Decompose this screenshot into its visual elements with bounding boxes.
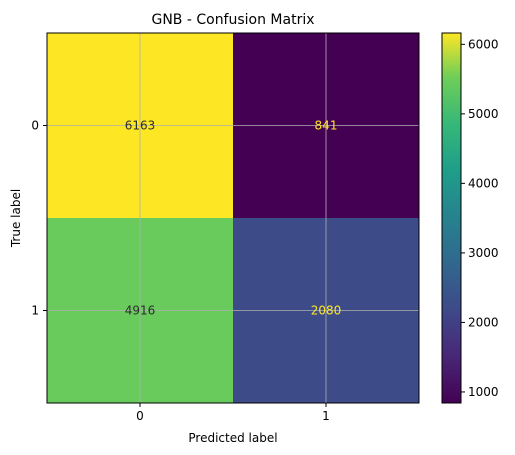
colorbar-tick-label-2: 3000 bbox=[468, 246, 499, 260]
cell-label-0-0: 6163 bbox=[125, 119, 156, 133]
y-tick-label-1: 1 bbox=[31, 304, 39, 318]
colorbar-tick-label-1: 2000 bbox=[468, 315, 499, 329]
colorbar-ticks: 1000 2000 3000 4000 5000 6000 bbox=[461, 37, 499, 399]
matrix-cells bbox=[47, 33, 419, 403]
x-axis-label: Predicted label bbox=[188, 431, 277, 445]
colorbar-tick-label-3: 4000 bbox=[468, 176, 499, 190]
cell-label-1-0: 4916 bbox=[125, 304, 156, 318]
colorbar bbox=[441, 32, 462, 404]
grid-lines bbox=[47, 33, 419, 403]
colorbar-tick-label-5: 6000 bbox=[468, 37, 499, 51]
x-tick-label-0: 0 bbox=[136, 409, 144, 423]
chart-title: GNB - Confusion Matrix bbox=[151, 12, 314, 28]
x-tick-label-1: 1 bbox=[322, 409, 330, 423]
plot-frame bbox=[46, 32, 420, 404]
cell-label-0-1: 841 bbox=[315, 119, 338, 133]
colorbar-tick-label-0: 1000 bbox=[468, 385, 499, 399]
y-axis-ticks: 01 bbox=[31, 119, 47, 318]
y-axis-label: True label bbox=[9, 189, 23, 248]
cell-value-labels: 6163 841 4916 2080 bbox=[125, 119, 342, 318]
colorbar-tick-label-4: 5000 bbox=[468, 107, 499, 121]
cell-label-1-1: 2080 bbox=[311, 304, 342, 318]
y-tick-label-0: 0 bbox=[31, 119, 39, 133]
